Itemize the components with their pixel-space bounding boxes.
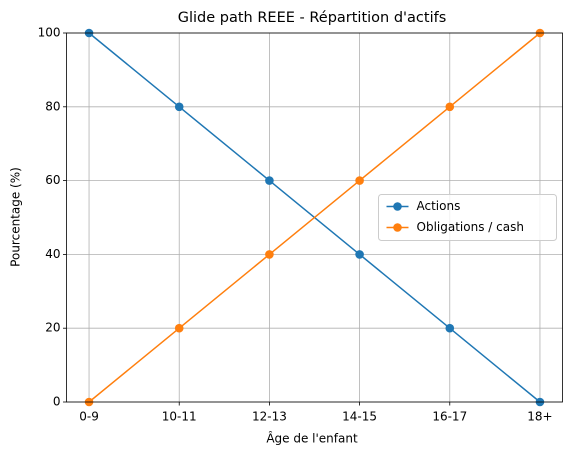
plot-frame xyxy=(66,32,563,403)
y-tick-label: 100 xyxy=(38,26,61,40)
x-tick-label: 0-9 xyxy=(79,410,99,424)
y-tick-label: 20 xyxy=(45,321,60,335)
data-point xyxy=(355,250,364,259)
data-point xyxy=(355,176,364,185)
x-tick-label: 16-17 xyxy=(432,410,467,424)
series-line xyxy=(88,32,541,403)
x-tick-label: 14-15 xyxy=(342,410,377,424)
data-point xyxy=(265,176,274,185)
data-point xyxy=(445,102,455,112)
y-tick-label: 60 xyxy=(45,173,60,187)
x-tick-label: 18+ xyxy=(527,410,552,424)
data-point xyxy=(174,323,184,333)
y-axis-label: Pourcentage (%) xyxy=(9,167,23,267)
legend-label: Actions xyxy=(417,199,461,213)
y-tick-label: 0 xyxy=(53,395,61,409)
legend-marker xyxy=(393,202,402,211)
data-point xyxy=(445,323,455,333)
y-tick-label: 80 xyxy=(45,99,60,113)
data-point xyxy=(174,102,184,112)
y-tick-label: 40 xyxy=(45,247,60,261)
chart-title: Glide path REEE - Répartition d'actifs xyxy=(178,10,447,26)
x-tick-label: 10-11 xyxy=(162,410,197,424)
x-axis-label: Âge de l'enfant xyxy=(266,431,358,446)
legend-label: Obligations / cash xyxy=(417,220,524,234)
x-tick-label: 12-13 xyxy=(252,410,287,424)
legend-box xyxy=(378,194,557,241)
data-point xyxy=(265,250,274,259)
legend-marker xyxy=(393,223,402,232)
